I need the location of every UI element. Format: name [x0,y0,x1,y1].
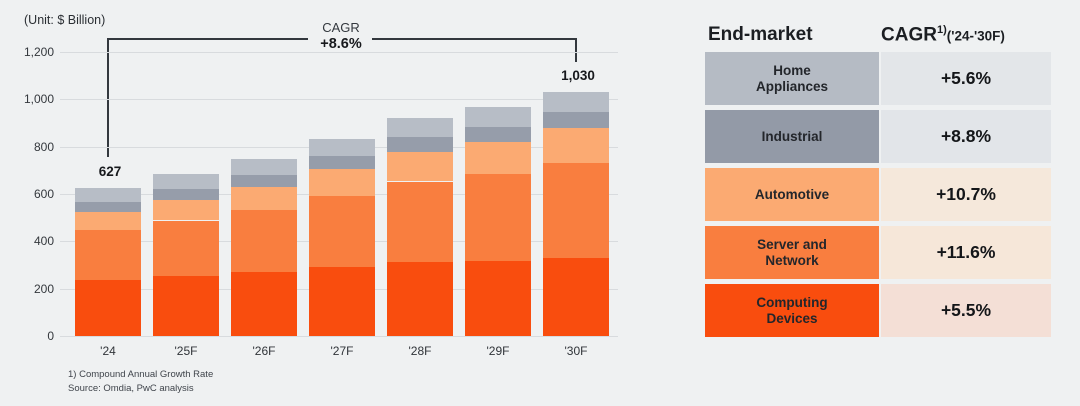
bar-segment-home-appliances-24 [75,187,141,202]
gridline-1200 [60,52,618,53]
bar-segment-automotive-28F [387,151,453,182]
bar-total-label-30F: 1,030 [561,68,595,84]
bar-segment-server-network-29F [465,173,531,261]
y-axis-tick-0: 0 [47,329,54,343]
cagr-bracket-drop-left [107,38,109,157]
bar-segment-server-network-30F [543,162,609,259]
cagr-bracket-drop-right [575,38,577,62]
cagr-value-cell-industrial: +8.8% [881,110,1051,163]
x-axis-label-25F: '25F [174,344,198,358]
table-row-automotive: Automotive +10.7% [705,168,1051,221]
bar-segment-industrial-27F [309,156,375,170]
end-market-cell-server-network: Server and Network [705,226,879,279]
bar-segment-computing-devices-26F [231,272,297,336]
y-axis-tick-1200: 1,200 [23,45,54,59]
cagr-value-cell-automotive: +10.7% [881,168,1051,221]
bar-segment-home-appliances-30F [543,92,609,112]
bar-segment-industrial-29F [465,126,531,142]
gridline-1000 [60,99,618,101]
bar-segment-computing-devices-28F [387,262,453,336]
table-header-end-market: End-market [708,24,813,45]
table-header-cagr: CAGR1)('24-'30F) [881,24,1005,46]
y-axis-tick-1000: 1,000 [23,92,54,107]
bar-segment-home-appliances-25F [153,173,219,189]
x-axis-label-26F: '26F [252,344,276,358]
bar-segment-home-appliances-29F [465,107,531,127]
x-axis-label-24: '24 [100,344,116,358]
cagr-value-cell-server-network: +11.6% [881,226,1051,279]
bar-segment-automotive-30F [543,128,609,163]
y-axis-tick-400: 400 [33,234,54,249]
cagr-annotation-value: +8.6% [320,36,362,52]
unit-label: (Unit: $ Billion) [24,13,106,27]
bar-segment-industrial-30F [543,111,609,129]
bar-segment-automotive-26F [231,186,297,211]
table-row-industrial: Industrial +8.8% [705,110,1051,163]
cagr-annotation: CAGR +8.6% [300,20,382,53]
table-row-server-network: Server and Network +11.6% [705,226,1051,279]
x-axis-label-27F: '27F [330,344,354,358]
table-row-home-appliances: Home Appliances +5.6% [705,52,1051,105]
bar-segment-computing-devices-30F [543,258,609,336]
bar-segment-home-appliances-28F [387,118,453,137]
bar-segment-home-appliances-26F [231,159,297,176]
x-axis-label-29F: '29F [486,344,510,358]
table-header-cagr-range: ('24-'30F) [946,28,1005,44]
y-axis-tick-600: 600 [33,187,54,201]
bar-segment-automotive-24 [75,211,141,231]
x-axis-label-28F: '28F [408,344,432,358]
table-row-computing-devices: Computing Devices +5.5% [705,284,1051,337]
bar-segment-home-appliances-27F [309,138,375,157]
cagr-value-cell-computing-devices: +5.5% [881,284,1051,337]
end-market-cell-computing-devices: Computing Devices [705,284,879,337]
table-header-cagr-main: CAGR [881,24,937,46]
footnote-line-1: 1) Compound Annual Growth Rate [68,369,214,380]
cagr-annotation-label: CAGR [322,20,360,35]
bar-segment-computing-devices-29F [465,260,531,336]
bar-segment-computing-devices-25F [153,275,219,336]
stacked-bar-chart: CAGR +8.6% 0 200 400 600 800 1,000 1,200 '24 '25… [23,20,618,358]
gridline-0 [60,336,618,337]
bar-segment-server-network-26F [231,210,297,273]
bar-segment-server-network-28F [387,181,453,263]
footnote: 1) Compound Annual Growth Rate Source: O… [68,368,213,396]
bar-segment-industrial-25F [153,188,219,200]
end-market-cell-industrial: Industrial [705,110,879,163]
cagr-bracket-line-left [107,38,308,40]
bar-segment-computing-devices-27F [309,267,375,336]
bar-total-label-24: 627 [98,163,122,179]
x-axis-label-30F: '30F [564,344,588,358]
bar-segment-automotive-29F [465,141,531,174]
end-market-table: End-market CAGR1)('24-'30F) Home Applianc… [705,24,1051,344]
bar-segment-industrial-28F [387,137,453,152]
bar-segment-automotive-27F [309,169,375,196]
bar-segment-computing-devices-24 [75,279,141,336]
bar-segment-automotive-25F [153,199,219,221]
bar-segment-industrial-24 [75,201,141,212]
end-market-cell-automotive: Automotive [705,168,879,221]
y-axis-tick-200: 200 [33,281,54,296]
end-market-cell-home-appliances: Home Appliances [705,52,879,105]
cagr-value-cell-home-appliances: +5.6% [881,52,1051,105]
bar-segment-server-network-25F [153,220,219,276]
bar-segment-server-network-27F [309,195,375,268]
y-axis-tick-800: 800 [33,139,54,154]
footnote-line-2: Source: Omdia, PwC analysis [68,382,194,394]
bar-segment-server-network-24 [75,230,141,280]
cagr-bracket-line-right [372,38,577,40]
bar-segment-industrial-26F [231,175,297,187]
table-header-cagr-footref: 1) [936,24,947,36]
